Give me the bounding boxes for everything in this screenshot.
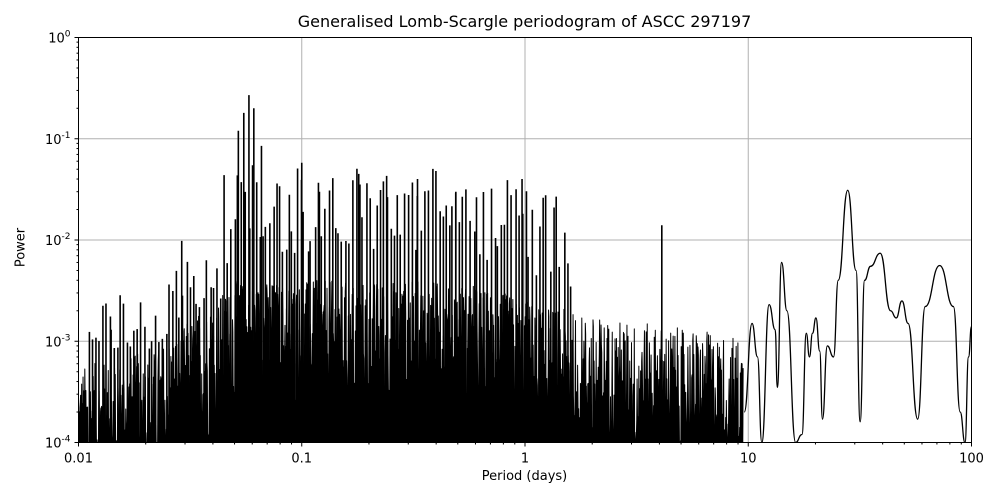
x-axis-label: Period (days) [481,469,568,484]
y-tick-label: 10-3 [45,333,71,350]
x-tick-label: 100 [959,452,984,467]
axis-ticks: 0.01 0.1 1 10 100 10-4 10-3 10-2 10-1 100 [45,30,984,467]
periodogram-line [78,95,972,443]
y-tick-label: 10-2 [45,232,71,249]
x-tick-label: 1 [521,452,529,467]
long-period-curve [743,189,972,443]
chart-title: Generalised Lomb-Scargle periodogram of … [297,12,752,31]
x-tick-label: 10 [740,452,757,467]
y-tick-label: 10-4 [45,435,71,452]
y-tick-label: 10-1 [45,131,71,148]
x-tick-label: 0.1 [291,452,312,467]
x-tick-label: 0.01 [64,452,93,467]
y-tick-label: 100 [48,30,71,47]
